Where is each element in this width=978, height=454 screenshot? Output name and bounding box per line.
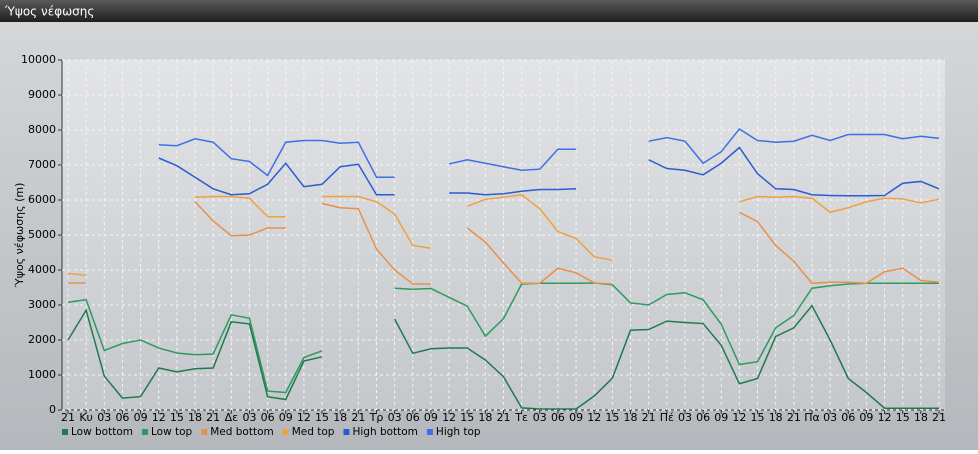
- chart-title: Ύψος νέφωσης: [4, 5, 94, 19]
- y-tick-label: 4000: [28, 263, 56, 276]
- x-tick-label: 18: [769, 411, 783, 424]
- x-tick-label: 21: [497, 411, 511, 424]
- legend-label: Low bottom: [71, 426, 133, 438]
- x-tick-label: 09: [134, 411, 148, 424]
- x-tick-label: Πέ: [660, 411, 674, 424]
- x-tick-label: 06: [696, 411, 710, 424]
- legend-swatch: [426, 429, 433, 435]
- legend-swatch: [201, 429, 208, 435]
- series-line: [67, 282, 939, 394]
- legend-label: High top: [436, 426, 481, 438]
- x-tick-label: 21: [206, 411, 220, 424]
- legend-label: Low top: [151, 426, 193, 438]
- y-tick-label: 0: [49, 403, 56, 416]
- y-tick-label: 3000: [28, 298, 56, 311]
- x-tick-label: 12: [152, 411, 166, 424]
- legend-swatch: [142, 429, 148, 435]
- x-tick-label: 03: [242, 411, 256, 424]
- x-tick-label: Κυ: [79, 411, 93, 424]
- x-tick-label: 09: [859, 411, 873, 424]
- y-tick-label: 10000: [21, 53, 56, 66]
- series-line: [158, 127, 940, 178]
- y-tick-label: 6000: [28, 193, 56, 206]
- x-tick-label: 21: [642, 411, 656, 424]
- x-tick-label: 06: [551, 411, 565, 424]
- x-tick-label: 06: [261, 411, 275, 424]
- legend-swatch: [62, 429, 68, 435]
- x-tick-label: 09: [569, 411, 583, 424]
- x-tick-label: 03: [678, 411, 692, 424]
- legend-swatch: [282, 429, 289, 435]
- y-tick-label: 1000: [28, 368, 56, 381]
- x-tick-label: 18: [188, 411, 202, 424]
- x-tick-label: Δε: [225, 411, 239, 424]
- x-tick-label: 21: [61, 411, 75, 424]
- x-tick-label: 03: [388, 411, 402, 424]
- y-tick-label: 8000: [28, 123, 56, 136]
- x-tick-label: 21: [787, 411, 801, 424]
- x-tick-label: 15: [751, 411, 765, 424]
- x-tick-label: 18: [333, 411, 347, 424]
- x-tick-label: 15: [896, 411, 910, 424]
- x-tick-label: 21: [932, 411, 946, 424]
- x-tick-label: 06: [841, 411, 855, 424]
- x-tick-label: 03: [533, 411, 547, 424]
- x-tick-label: 18: [914, 411, 928, 424]
- y-tick-label: 2000: [28, 333, 56, 346]
- legend-label: High bottom: [352, 426, 417, 438]
- x-tick-label: 15: [170, 411, 184, 424]
- x-tick-label: 18: [624, 411, 638, 424]
- series-line: [67, 193, 940, 276]
- x-tick-label: 06: [115, 411, 129, 424]
- series-line: [158, 146, 940, 197]
- x-tick-label: 12: [587, 411, 601, 424]
- series-line: [67, 304, 939, 410]
- x-tick-label: 09: [279, 411, 293, 424]
- y-tick-label: 9000: [28, 88, 56, 101]
- x-tick-label: 12: [297, 411, 311, 424]
- x-tick-label: 18: [478, 411, 492, 424]
- y-tick-label: 5000: [28, 228, 56, 241]
- series-line: [68, 201, 940, 285]
- x-tick-label: 09: [424, 411, 438, 424]
- y-axis-label: Ύψος νέφωσης (m): [13, 183, 26, 289]
- x-tick-label: 06: [406, 411, 420, 424]
- x-tick-label: 12: [878, 411, 892, 424]
- x-tick-label: 12: [732, 411, 746, 424]
- legend-label: Med bottom: [210, 426, 274, 438]
- title-bar: [0, 0, 978, 22]
- x-tick-label: Πα: [804, 411, 820, 424]
- x-tick-label: Τρ: [369, 411, 384, 424]
- x-tick-label: 03: [97, 411, 111, 424]
- x-tick-label: Τε: [514, 411, 528, 424]
- legend-swatch: [343, 429, 350, 435]
- x-tick-label: 03: [823, 411, 837, 424]
- x-tick-label: 15: [605, 411, 619, 424]
- x-tick-label: 15: [315, 411, 329, 424]
- legend-label: Med top: [292, 426, 335, 438]
- x-tick-label: 09: [714, 411, 728, 424]
- x-tick-label: 15: [460, 411, 474, 424]
- x-tick-label: 21: [351, 411, 365, 424]
- x-tick-label: 12: [442, 411, 456, 424]
- y-tick-label: 7000: [28, 158, 56, 171]
